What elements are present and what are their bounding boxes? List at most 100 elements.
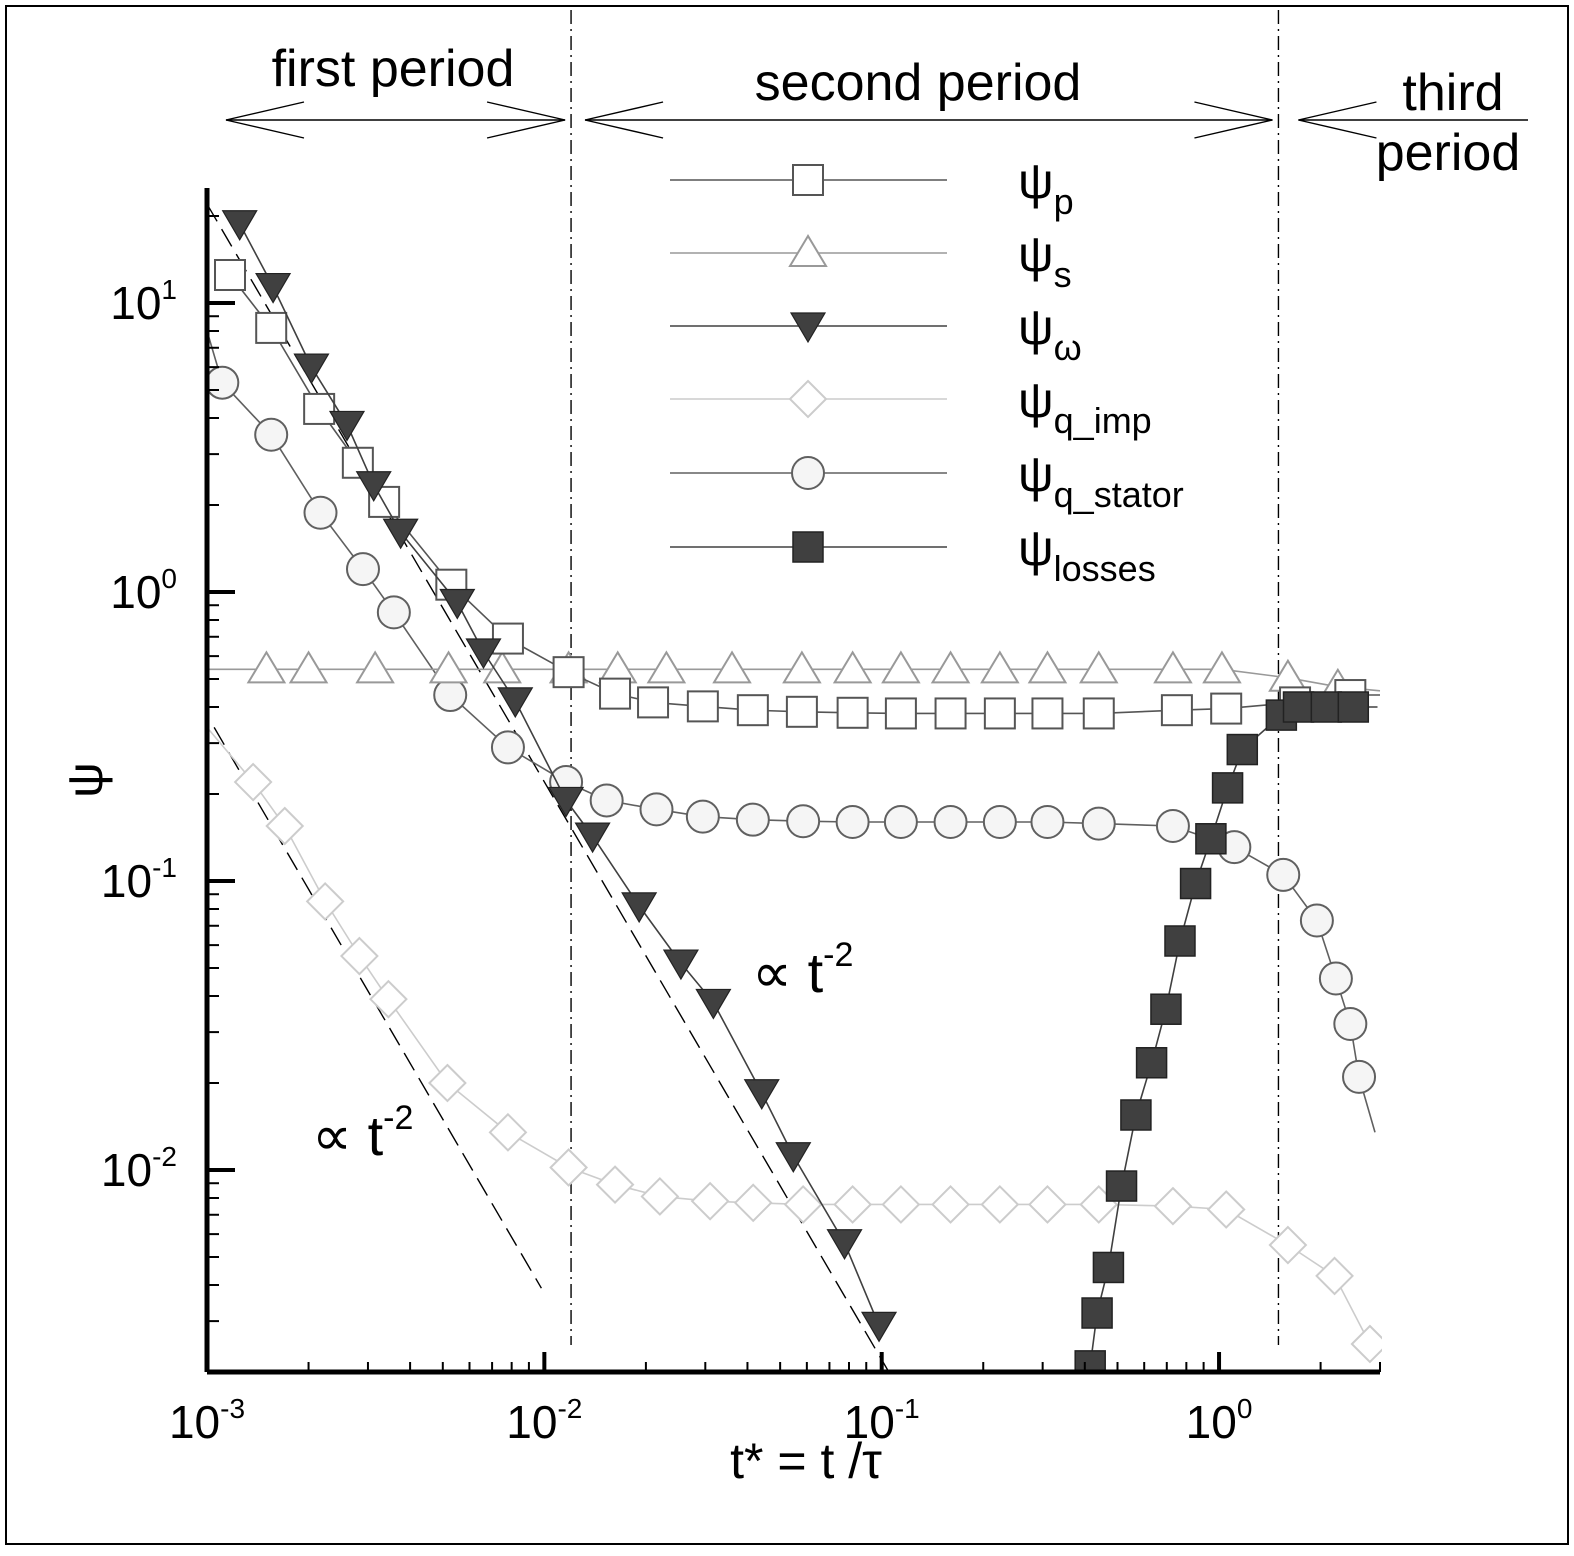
data-point — [221, 210, 258, 241]
y-tick-exponent: -1 — [152, 852, 177, 883]
proportional-symbol: ∝ — [312, 1104, 368, 1167]
data-point — [736, 694, 769, 727]
x-tick-base: 10 — [844, 1396, 895, 1448]
x-tick-base: 10 — [1186, 1396, 1237, 1448]
third-period-arrow-left-head — [1298, 101, 1377, 139]
x-tick-label: 10-3 — [169, 1393, 245, 1448]
y-tick-exponent: 1 — [161, 274, 177, 305]
legend-subscript: ω — [1054, 327, 1082, 368]
x-tick-base: 10 — [169, 1396, 220, 1448]
x-tick-exponent: -2 — [557, 1393, 582, 1424]
legend-symbol: ψ — [1018, 446, 1054, 502]
data-point — [1027, 650, 1068, 684]
data-point — [1081, 1297, 1113, 1329]
legend-entry-q-imp: ψq_imp — [670, 372, 1152, 441]
data-point — [832, 650, 873, 684]
data-point — [1153, 1186, 1193, 1226]
legend-symbol: ψ — [1018, 520, 1054, 576]
legend-label: ψq_stator — [1018, 446, 1184, 515]
data-point — [1210, 692, 1243, 725]
data-point — [786, 804, 821, 839]
legend-subscript: s — [1054, 254, 1072, 295]
legend-marker — [792, 531, 824, 563]
data-point — [207, 365, 240, 400]
data-point — [1299, 903, 1334, 938]
legend-subscript: q_stator — [1054, 474, 1184, 515]
data-point — [345, 552, 380, 587]
data-point — [860, 1311, 898, 1343]
legend-marker — [789, 312, 827, 344]
data-point — [982, 805, 1017, 840]
x-tick-label: 10-1 — [844, 1393, 920, 1448]
legend-entry-losses: ψlosses — [670, 520, 1156, 589]
legend-entry-s: ψs — [670, 226, 1072, 295]
data-point — [428, 650, 469, 684]
second-period-arrow-right-head — [1194, 101, 1273, 139]
data-point — [1164, 925, 1196, 957]
x-tick-label: 10-2 — [506, 1393, 582, 1448]
reference-line — [207, 203, 890, 1372]
data-point — [595, 1165, 635, 1205]
legend-symbol: ψ — [1018, 153, 1054, 209]
legend-entry-ω: ψω — [670, 299, 1082, 368]
data-point — [1160, 694, 1193, 727]
legend-label: ψlosses — [1018, 520, 1156, 589]
data-point — [1342, 1059, 1377, 1094]
data-point — [1226, 733, 1259, 766]
data-point — [548, 786, 585, 818]
legend-marker — [788, 379, 828, 419]
series-layer — [207, 210, 1382, 1372]
data-point — [930, 650, 971, 684]
data-point — [646, 650, 687, 684]
legend-marker — [792, 164, 824, 196]
annotation-variable: t — [368, 1104, 384, 1167]
data-point — [1135, 1047, 1168, 1079]
proportional-symbol: ∝ — [752, 941, 808, 1004]
data-point — [743, 1079, 780, 1110]
data-point — [639, 792, 674, 827]
series-q-imp — [207, 726, 1382, 1364]
data-point — [980, 1185, 1020, 1224]
data-point — [835, 805, 870, 840]
data-point — [640, 1177, 680, 1216]
data-point — [490, 730, 525, 765]
data-point — [884, 697, 917, 730]
legend-label: ψs — [1018, 226, 1072, 295]
data-point — [265, 806, 305, 846]
legend-label: ψq_imp — [1018, 372, 1152, 441]
data-point — [1202, 650, 1242, 684]
data-point — [339, 936, 379, 976]
data-point — [685, 799, 720, 834]
data-point — [1150, 993, 1182, 1025]
data-point — [1318, 961, 1353, 996]
series-losses — [1074, 691, 1378, 1372]
data-point — [376, 595, 411, 630]
data-point — [288, 650, 329, 684]
data-point — [1310, 691, 1343, 723]
x-tick-base: 10 — [506, 1396, 557, 1448]
data-point — [1266, 857, 1301, 892]
data-point — [836, 696, 869, 729]
data-point — [1282, 691, 1315, 723]
data-point — [1030, 805, 1065, 840]
data-point — [1206, 1190, 1246, 1229]
y-tick-label: 101 — [110, 274, 177, 329]
data-point — [686, 690, 719, 723]
y-tick-base: 10 — [110, 277, 161, 329]
data-point — [552, 656, 585, 689]
data-point — [1211, 772, 1244, 804]
data-point — [1081, 806, 1116, 841]
proportional-annotation: ∝ t-2 — [312, 1099, 413, 1167]
second-period-label: second period — [755, 54, 1082, 112]
series-line — [207, 330, 1376, 1133]
data-point — [1078, 650, 1119, 684]
data-point — [826, 1229, 863, 1260]
x-axis-title-greek: τ — [862, 1433, 882, 1489]
data-point — [782, 650, 822, 684]
data-point — [621, 892, 658, 924]
legend-entry-p: ψp — [670, 153, 1074, 222]
data-point — [1350, 1324, 1382, 1364]
